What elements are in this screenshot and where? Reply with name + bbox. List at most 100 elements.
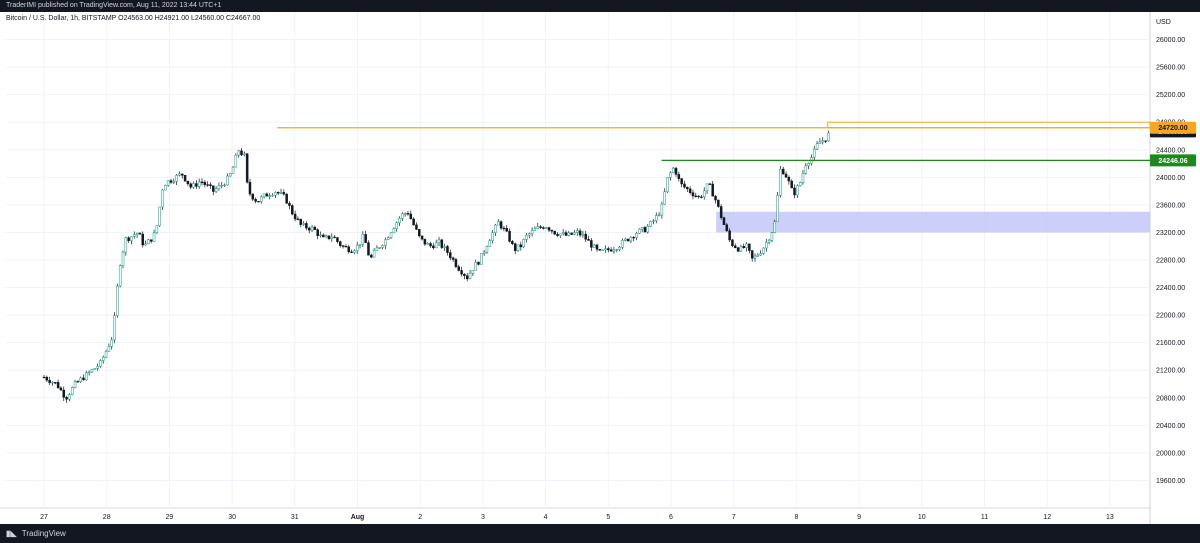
candle-down: [719, 206, 723, 218]
candle-down: [570, 232, 573, 235]
candle-up: [471, 269, 475, 274]
candle-up: [807, 163, 810, 167]
y-tick-label: 24400.00: [1156, 147, 1185, 154]
candle-up: [821, 140, 824, 143]
candle-down: [370, 254, 373, 258]
candle-up: [93, 368, 97, 370]
y-tick-label: 20400.00: [1156, 423, 1185, 430]
candle-up: [612, 249, 616, 252]
candle-down: [750, 250, 754, 259]
candle-down: [683, 183, 686, 188]
price-axis-panel: [1150, 12, 1200, 524]
candle-up: [756, 254, 760, 257]
candle-down: [463, 273, 466, 276]
y-tick-label: 24000.00: [1156, 175, 1185, 182]
candle-up: [178, 173, 181, 176]
candle-down: [454, 259, 458, 267]
candle-up: [443, 246, 446, 248]
candle-up: [226, 175, 229, 186]
candle-down: [62, 389, 66, 398]
candle-down: [367, 242, 370, 256]
x-tick-label: 28: [103, 514, 111, 521]
candle-up: [525, 234, 528, 240]
candle-up: [319, 234, 322, 237]
candle-up: [353, 250, 356, 253]
candle-down: [288, 203, 291, 206]
candle-up: [660, 203, 664, 216]
candle-up: [796, 185, 799, 196]
candle-down: [141, 233, 145, 246]
currency-label: USD: [1156, 19, 1171, 26]
candle-down: [513, 243, 517, 251]
candle-down: [209, 184, 212, 186]
candle-down: [265, 193, 269, 197]
candle-up: [135, 232, 139, 236]
candle-down: [344, 246, 348, 248]
y-tick-label: 21600.00: [1156, 340, 1185, 347]
candle-down: [742, 246, 745, 249]
candle-up: [330, 236, 334, 239]
candle-up: [116, 285, 119, 316]
candle-down: [736, 247, 740, 252]
candle-down: [446, 246, 449, 253]
candle-up: [629, 236, 633, 242]
candle-up: [161, 189, 164, 208]
candle-down: [457, 266, 461, 271]
demand-zone: [716, 211, 1150, 233]
price-chart[interactable]: 26000.0025600.0025200.0024800.0024400.00…: [0, 12, 1200, 524]
candle-up: [530, 230, 534, 234]
candle-down: [440, 239, 444, 248]
candle-down: [409, 213, 413, 220]
candle-down: [285, 193, 288, 204]
candle-up: [237, 150, 240, 156]
candle-down: [415, 224, 418, 230]
candle-up: [234, 154, 238, 168]
candle-up: [268, 195, 271, 197]
chart-container[interactable]: 26000.0025600.0025200.0024800.0024400.00…: [0, 12, 1200, 524]
candle-down: [790, 180, 793, 189]
candle-down: [578, 230, 582, 236]
candle-up: [214, 188, 218, 192]
candle-down: [418, 229, 421, 237]
candle-down: [728, 230, 731, 241]
candle-up: [801, 173, 805, 183]
candle-up: [666, 177, 669, 192]
candle-down: [186, 180, 190, 185]
x-tick-label: 4: [544, 514, 548, 521]
candle-down: [59, 387, 63, 391]
candle-down: [212, 185, 215, 192]
candle-down: [200, 181, 204, 183]
candle-up: [573, 232, 576, 235]
candle-up: [279, 192, 283, 194]
candle-up: [480, 253, 483, 265]
candle-down: [181, 173, 184, 176]
candle-up: [372, 250, 376, 258]
candle-down: [322, 234, 325, 238]
price-label-box: [1150, 121, 1196, 134]
candle-up: [355, 245, 359, 251]
candle-down: [502, 227, 506, 230]
candle-up: [130, 236, 133, 241]
candle-up: [649, 220, 652, 227]
candle-up: [813, 148, 816, 158]
candle-down: [432, 245, 435, 249]
candle-up: [640, 227, 644, 230]
candle-up: [426, 243, 429, 245]
candle-up: [815, 143, 819, 150]
tradingview-logo-icon[interactable]: ▮◣: [6, 529, 17, 538]
candle-up: [175, 175, 178, 182]
published-text: TraderIMI published on TradingView.com, …: [6, 2, 222, 9]
candle-up: [827, 132, 830, 142]
candle-down: [423, 238, 427, 245]
candle-down: [257, 201, 260, 203]
candle-up: [482, 251, 486, 254]
candle-up: [197, 181, 201, 187]
candle-up: [164, 185, 167, 191]
candle-up: [567, 232, 571, 236]
candle-down: [203, 181, 207, 185]
candle-up: [389, 232, 393, 238]
candle-down: [824, 140, 827, 142]
candle-up: [375, 247, 379, 251]
candle-down: [643, 227, 647, 233]
candle-down: [460, 270, 463, 275]
